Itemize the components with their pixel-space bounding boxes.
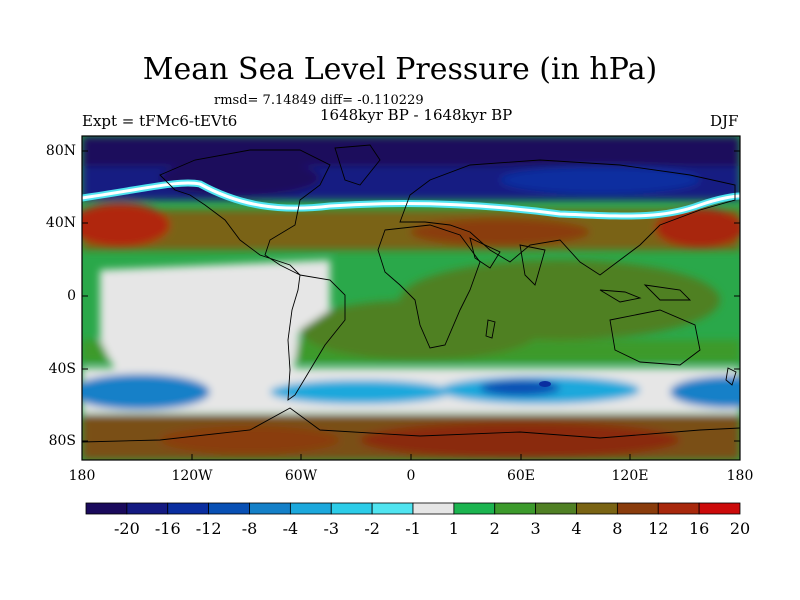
lon-label-0: 0 [406,468,416,484]
colorbar-swatch [453,502,496,515]
coastlines [82,144,740,443]
colorbar-label: 16 [688,519,710,538]
colorbar-swatch [289,502,332,515]
period-label: 1648kyr BP - 1648kyr BP [320,106,513,124]
colorbar-label: -4 [282,519,299,538]
lon-label-120e: 120E [611,468,649,484]
colorbar-swatch [330,502,373,515]
colorbar [85,502,741,515]
colorbar-swatch [576,502,618,515]
colorbar-swatch [249,502,291,515]
colorbar-label: -3 [323,519,340,538]
colorbar-label: -16 [154,519,181,538]
map-title: Mean Sea Level Pressure (in hPa) [142,52,658,87]
colorbar-label: 1 [448,519,459,538]
colorbar-label: -12 [195,519,222,538]
colorbar-label: 2 [489,519,500,538]
experiment-label: Expt = tFMc6-tEVt6 [82,112,238,130]
stats-text: rmsd= 7.14849 diff= -0.110229 [214,93,424,108]
axis-ticks [81,150,741,460]
colorbar-label: 4 [571,519,582,538]
lat-label-0: 0 [67,288,76,304]
colorbar-swatch [208,502,250,515]
lon-label-120w: 120W [171,468,213,484]
colorbar-label: -8 [241,519,258,538]
colorbar-swatch [616,502,659,515]
colorbar-label: 3 [530,519,541,538]
colorbar-label: -20 [113,519,140,538]
colorbar-label: -1 [405,519,421,538]
lon-label-180w: 180 [68,468,96,484]
colorbar-label: 20 [729,519,751,538]
colorbar-swatch [412,502,455,515]
colorbar-swatch [126,502,169,515]
colorbar-swatch [657,502,700,515]
lat-label-40n: 40N [45,215,76,231]
colorbar-swatch [371,502,414,515]
colorbar-swatch [698,502,741,515]
lon-label-60e: 60E [506,468,536,484]
colorbar-label: -2 [364,519,380,538]
season-label: DJF [710,112,739,130]
colorbar-swatch [535,502,577,515]
colorbar-label: 12 [648,519,669,538]
lon-label-60w: 60W [284,468,318,484]
colorbar-swatch [167,502,210,515]
lat-label-40s: 40S [48,361,76,377]
pressure-field [82,136,740,460]
colorbar-swatch [85,502,128,515]
colorbar-swatch [494,502,537,515]
lat-label-80s: 80S [48,433,76,449]
lon-label-180e: 180 [726,468,754,484]
colorbar-label: 8 [612,519,623,538]
lat-label-80n: 80N [45,143,76,159]
